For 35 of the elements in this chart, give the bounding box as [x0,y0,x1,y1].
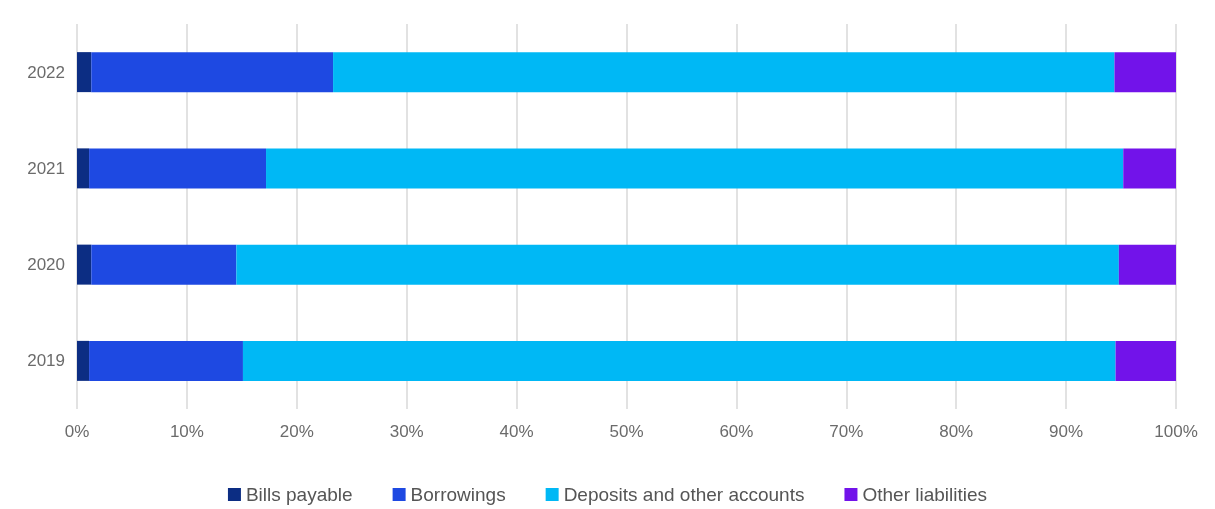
bar [1123,148,1176,189]
y-tick-label: 2020 [27,255,65,275]
x-tick-label: 100% [1154,422,1198,441]
bar [1118,244,1176,285]
bar [89,148,267,189]
bar [242,340,1116,381]
x-tick-label: 80% [939,422,974,441]
bar [91,244,237,285]
bar [77,148,90,189]
legend-label: Deposits and other accounts [563,484,805,505]
x-tick-label: 90% [1049,422,1084,441]
legend-label: Bills payable [245,484,353,505]
x-tick-label: 0% [64,422,90,441]
y-tick-label: 2019 [27,351,65,371]
x-tick-label: 50% [609,422,644,441]
bar [89,340,243,381]
bar [77,340,90,381]
x-tick-label: 60% [719,422,754,441]
bar [77,52,92,93]
x-tick-label: 30% [389,422,424,441]
legend-label: Borrowings [410,484,506,505]
bar [91,52,334,93]
bar [1114,52,1176,93]
bar [333,52,1115,93]
y-tick-label: 2021 [27,158,65,178]
x-tick-label: 40% [499,422,534,441]
bar [1115,340,1176,381]
bar [236,244,1119,285]
bar [77,244,92,285]
x-tick-label: 10% [169,422,204,441]
legend-label: Other liabilities [862,484,988,505]
x-tick-label: 70% [829,422,864,441]
x-tick-label: 20% [279,422,314,441]
bar [266,148,1124,189]
y-tick-label: 2022 [27,62,65,82]
